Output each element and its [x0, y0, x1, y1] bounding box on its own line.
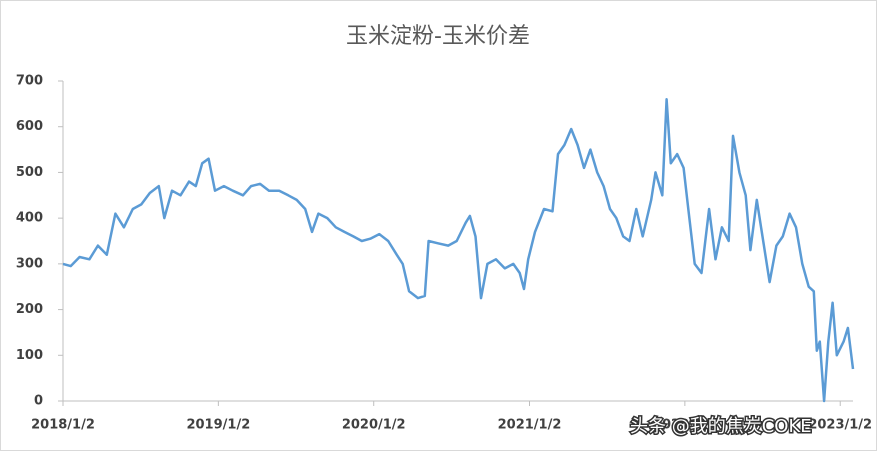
y-tick-label: 200 [16, 302, 43, 317]
x-tick-label: 2021/1/2 [498, 418, 562, 433]
y-tick-label: 300 [16, 256, 43, 271]
y-tick-label: 400 [16, 211, 43, 226]
y-tick-label: 0 [34, 394, 43, 409]
x-tick-label: 2023/1/2 [808, 418, 872, 433]
y-tick-label: 500 [16, 165, 43, 180]
y-tick-label: 700 [16, 74, 43, 89]
y-tick-label: 100 [16, 348, 43, 363]
x-tick-label: 2019/1/2 [186, 418, 250, 433]
x-tick-label: 2020/1/2 [342, 418, 406, 433]
watermark: 头条 @我的焦炭COKE [630, 416, 812, 437]
x-tick-label: 2022/1/2 [653, 418, 717, 433]
chart-title: 玉米淀粉-玉米价差 [346, 24, 530, 49]
x-tick-label: 2018/1/2 [31, 418, 95, 433]
y-tick-label: 600 [16, 119, 43, 134]
data-line [62, 98, 855, 403]
